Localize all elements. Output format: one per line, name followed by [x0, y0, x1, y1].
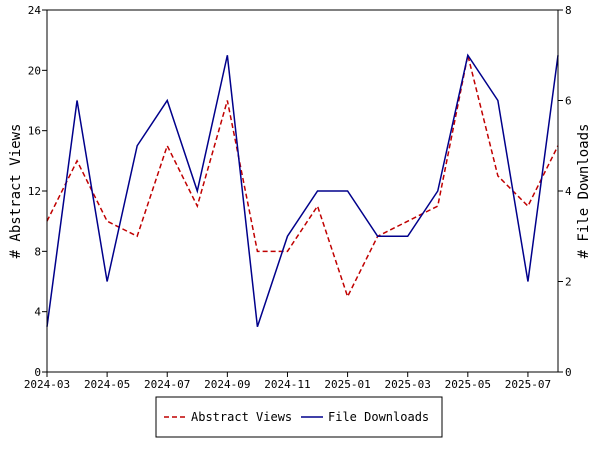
left-y-tick-label: 12: [28, 185, 41, 198]
x-tick-label: 2025-01: [324, 378, 370, 391]
right-y-tick-label: 8: [565, 4, 572, 17]
x-tick-label: 2025-07: [505, 378, 551, 391]
right-y-tick-label: 2: [565, 276, 572, 289]
plot-area-frame: [46, 9, 559, 373]
x-tick-label: 2024-05: [84, 378, 130, 391]
left-y-tick-label: 0: [34, 366, 41, 379]
left-y-tick-label: 4: [34, 306, 41, 319]
series-line-file-downloads: [46, 53, 559, 327]
x-tick-label: 2024-11: [264, 378, 310, 391]
left-y-axis-title: # Abstract Views: [8, 124, 24, 259]
left-y-tick-label: 20: [28, 64, 41, 77]
right-y-tick-label: 4: [565, 185, 572, 198]
right-y-axis-title: # File Downloads: [576, 124, 592, 259]
left-y-tick-label: 16: [28, 125, 41, 138]
left-y-tick-labels: 0 4 8 12 16 20 24: [28, 4, 42, 379]
legend-label-abstract-views: Abstract Views: [191, 410, 292, 424]
right-y-tick-label: 6: [565, 95, 572, 108]
series-lines: [46, 53, 559, 327]
series-line-abstract-views: [46, 55, 559, 299]
left-y-tick-label: 24: [28, 4, 42, 17]
left-y-tick-label: 8: [34, 245, 41, 258]
legend-label-file-downloads: File Downloads: [328, 410, 429, 424]
x-tick-label: 2025-05: [445, 378, 491, 391]
legend-box: [155, 396, 443, 438]
legend: Abstract Views File Downloads: [155, 396, 443, 438]
x-tick-label: 2024-07: [144, 378, 190, 391]
x-tick-labels: 2024-03 2024-05 2024-07 2024-09 2024-11 2025-…: [24, 378, 551, 391]
axis-ticks: [42, 9, 563, 377]
x-tick-label: 2024-09: [204, 378, 250, 391]
x-tick-label: 2024-03: [24, 378, 70, 391]
x-tick-label: 2025-03: [385, 378, 431, 391]
right-y-tick-label: 0: [565, 366, 572, 379]
right-y-tick-labels: 0 2 4 6 8: [565, 4, 572, 379]
